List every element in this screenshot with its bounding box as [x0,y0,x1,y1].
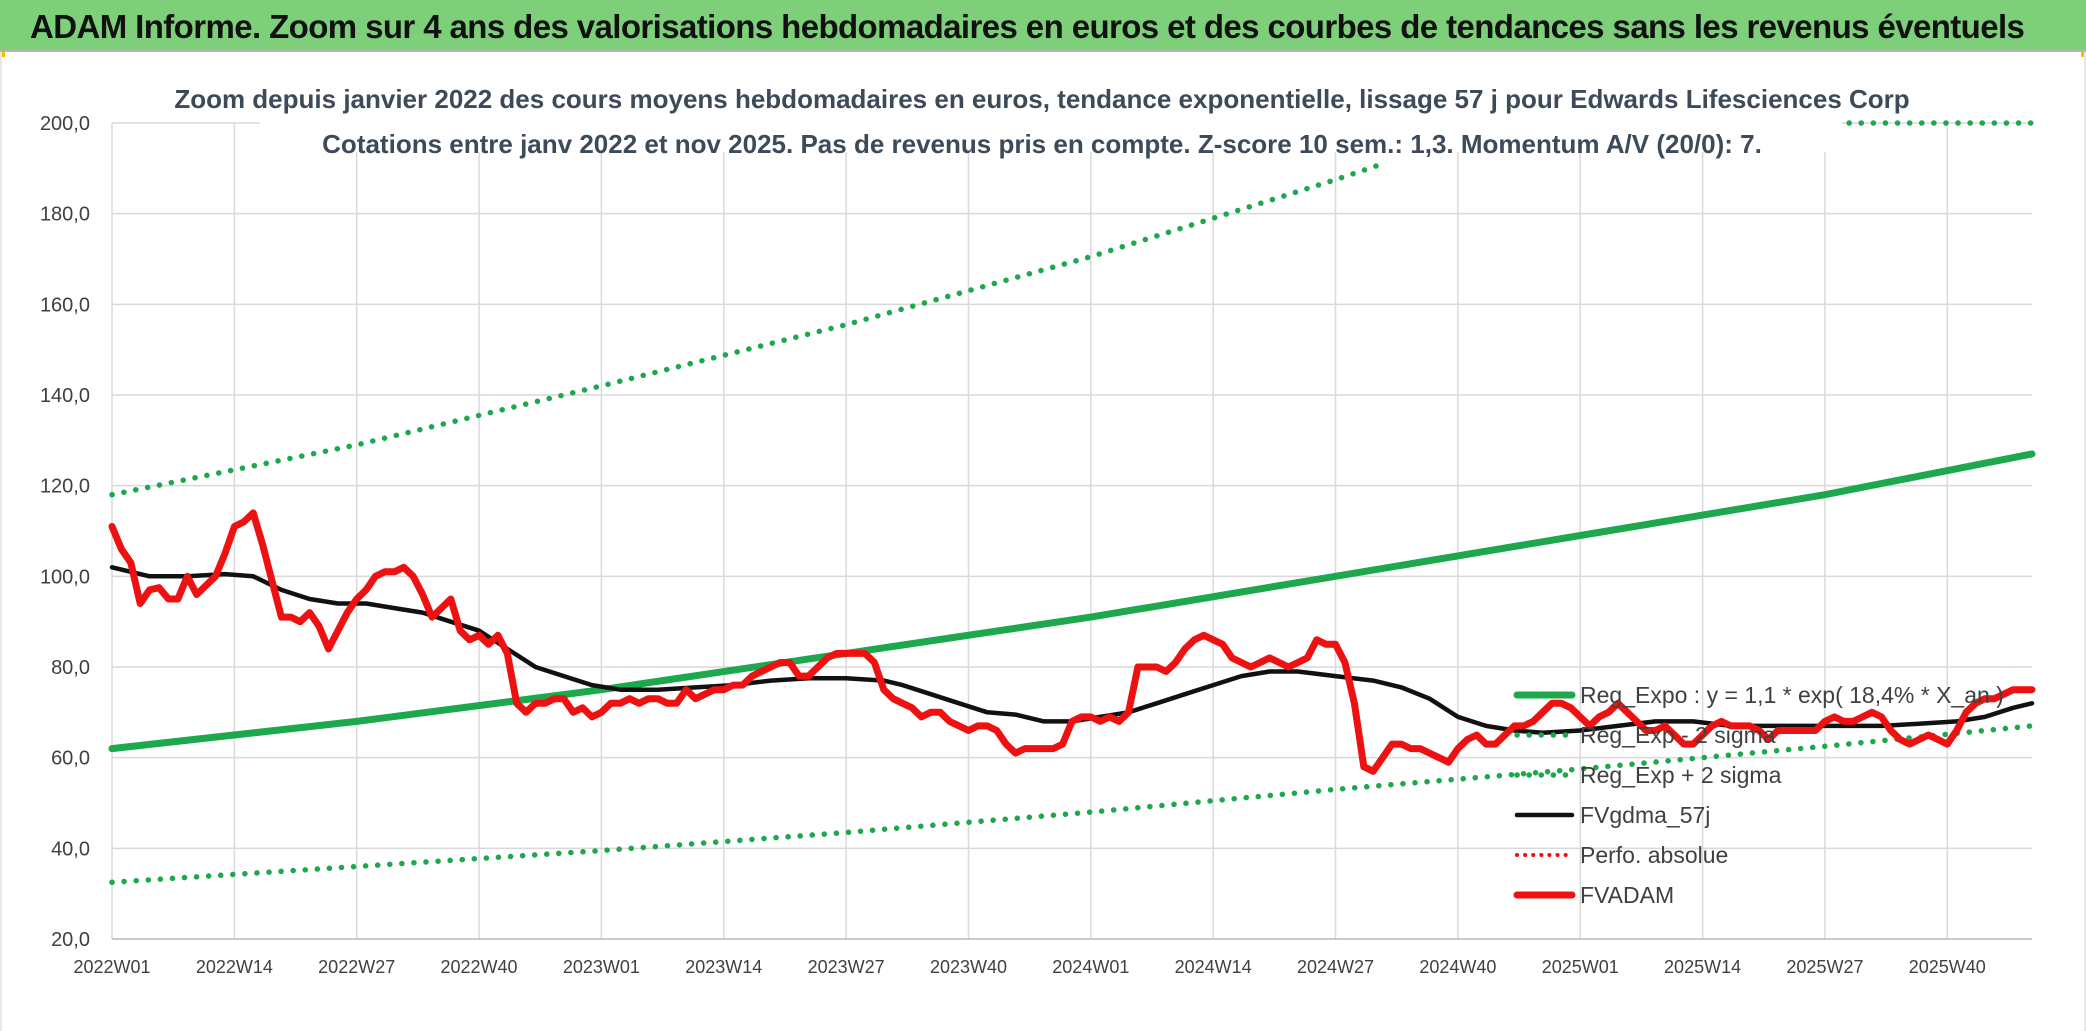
x-tick-label: 2024W14 [1175,957,1252,977]
series-reg-expo [108,450,2036,753]
x-tick-label: 2022W14 [196,957,273,977]
x-tick-label: 2024W27 [1297,957,1374,977]
header-title: ADAM Informe. Zoom sur 4 ans des valoris… [30,8,2025,45]
legend-label: FVADAM [1580,882,1674,908]
x-tick-label: 2025W27 [1786,957,1863,977]
x-tick-label: 2022W40 [441,957,518,977]
x-tick-label: 2022W01 [73,957,150,977]
series-layer [108,120,2036,886]
x-tick-label: 2025W40 [1909,957,1986,977]
chart-title: Zoom depuis janvier 2022 des cours moyen… [174,72,1910,159]
legend-label: Reg_Expo : y = 1,1 * exp( 18,4% * X_an ) [1580,682,2004,708]
x-tick-label: 2023W40 [930,957,1007,977]
x-tick-label: 2024W01 [1052,957,1129,977]
x-tick-label: 2024W40 [1419,957,1496,977]
y-tick-label: 60,0 [51,748,90,770]
legend-label: Reg_Exp - 2 sigma [1580,722,1776,748]
corner-marker-right [2081,52,2086,57]
series-reg-minus-2sigma [109,723,2035,886]
y-tick-label: 200,0 [40,113,90,135]
corner-marker-left [0,52,5,57]
x-tick-label: 2023W01 [563,957,640,977]
y-tick-label: 120,0 [40,476,90,498]
legend-label: FVgdma_57j [1580,802,1710,828]
series-fvadam [108,509,2036,775]
y-tick-label: 100,0 [40,566,90,588]
y-tick-label: 180,0 [40,204,90,226]
y-tick-label: 80,0 [51,657,90,679]
x-tick-label: 2025W01 [1542,957,1619,977]
x-tick-label: 2022W27 [318,957,395,977]
x-tick-label: 2023W27 [808,957,885,977]
legend-label: Perfo. absolue [1580,842,1728,868]
x-tick-label: 2025W14 [1664,957,1741,977]
chart-svg: 20,0 40,0 60,0 80,0 100,0 120,0 140,0 160,0 180,… [40,72,2036,977]
y-tick-label: 160,0 [40,294,90,316]
chart-title-line1: Zoom depuis janvier 2022 des cours moyen… [174,84,1909,114]
y-tick-label: 140,0 [40,385,90,407]
y-axis-ticks: 20,0 40,0 60,0 80,0 100,0 120,0 140,0 160,0 180,… [40,113,90,951]
title-background [260,72,1842,152]
chart-title-line2: Cotations entre janv 2022 et nov 2025. P… [322,129,1762,159]
grid-layer [111,122,2032,940]
y-tick-label: 20,0 [51,929,90,951]
header-bar: ADAM Informe. Zoom sur 4 ans des valoris… [0,0,2086,52]
legend-label: Reg_Exp + 2 sigma [1580,762,1782,788]
y-tick-label: 40,0 [51,838,90,860]
x-tick-label: 2023W14 [685,957,762,977]
chart-area: 20,0 40,0 60,0 80,0 100,0 120,0 140,0 160,0 180,… [0,52,2086,1031]
legend: Reg_Expo : y = 1,1 * exp( 18,4% * X_an )… [1513,682,2004,908]
x-axis-ticks: 2022W01 2022W14 2022W27 2022W40 2023W01 2023W… [73,957,1985,977]
